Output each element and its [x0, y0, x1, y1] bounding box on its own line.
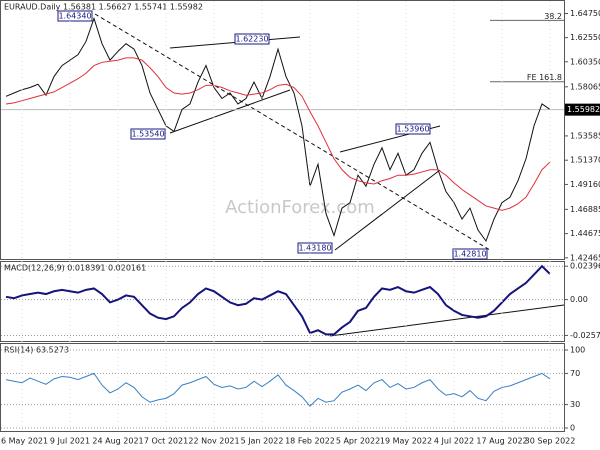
annotation-box	[452, 248, 488, 260]
annotation: 1.42810	[453, 250, 486, 259]
annotation: 1.53540	[131, 130, 164, 139]
x-tick-label: 24 Aug 2021	[92, 437, 143, 446]
x-tick-label: 18 Feb 2022	[285, 437, 335, 446]
x-tick-label: 7 Oct 2021	[144, 437, 188, 446]
last-price-box	[565, 103, 600, 116]
y-tick-label: 0.00	[570, 295, 588, 304]
y-tick-label: 1.44675	[570, 229, 600, 238]
annotation-box	[297, 242, 333, 254]
rsi-panel	[0, 343, 565, 432]
x-tick-label: 5 Jan 2022	[241, 437, 284, 446]
chart-title: RSI(14) 63.5273	[4, 346, 69, 355]
level-label: 38.2	[544, 12, 562, 21]
level-label: FE 161.8	[527, 73, 562, 82]
x-tick-label: 22 Nov 2021	[188, 437, 239, 446]
annotation: 1.53960	[396, 125, 429, 134]
chart-title: MACD(12,26,9) 0.018391 0.020161	[4, 264, 146, 273]
series-line	[5, 264, 551, 336]
y-tick-label: 1.46885	[570, 205, 600, 214]
annotation-box	[234, 33, 270, 45]
trend-line	[169, 89, 291, 134]
trend-line	[329, 304, 565, 337]
last-price-label: 1.55982	[567, 105, 600, 114]
annotation: 1.62230	[235, 35, 268, 44]
x-tick-label: 30 Sep 2022	[525, 437, 576, 446]
macd-panel	[0, 261, 565, 342]
annotation-box	[57, 10, 93, 22]
x-tick-label: 17 Aug 2022	[476, 437, 527, 446]
y-tick-label: 1.58065	[570, 82, 600, 91]
y-tick-label: 70	[570, 369, 580, 378]
y-tick-label: 30	[570, 400, 580, 409]
annotation-box	[395, 123, 431, 135]
y-tick-label: 1.53585	[570, 131, 600, 140]
annotation-box	[130, 128, 166, 140]
y-tick-label: 0.023963	[570, 262, 600, 271]
y-tick-label: 1.62550	[570, 33, 600, 42]
y-tick-label: 0	[570, 424, 575, 433]
annotation: 1.64340	[58, 12, 91, 21]
x-tick-label: 4 Jul 2022	[434, 437, 474, 446]
chart-title: EURAUD.Daily 1.56381 1.56627 1.55741 1.5…	[4, 3, 203, 12]
x-tick-label: 9 Jul 2021	[50, 437, 90, 446]
y-tick-label: 100	[570, 346, 585, 355]
y-tick-label: 1.64750	[570, 9, 600, 18]
price-panel	[0, 0, 565, 260]
watermark: ActionForex.com	[225, 197, 375, 218]
y-tick-label: 1.42465	[570, 253, 600, 262]
y-tick-label: 1.49160	[570, 180, 600, 189]
series-line	[5, 372, 551, 407]
trend-line	[334, 169, 441, 251]
x-tick-label: 26 May 2021	[0, 437, 48, 446]
y-tick-label: 1.60350	[570, 57, 600, 66]
series-line	[5, 57, 551, 211]
x-tick-label: 5 Apr 2022	[336, 437, 380, 446]
series-line	[5, 16, 551, 243]
annotation: 1.43180	[298, 244, 331, 253]
x-tick-label: 19 May 2022	[380, 437, 432, 446]
y-tick-label: -0.025726	[570, 331, 600, 340]
y-tick-label: 1.51370	[570, 156, 600, 165]
